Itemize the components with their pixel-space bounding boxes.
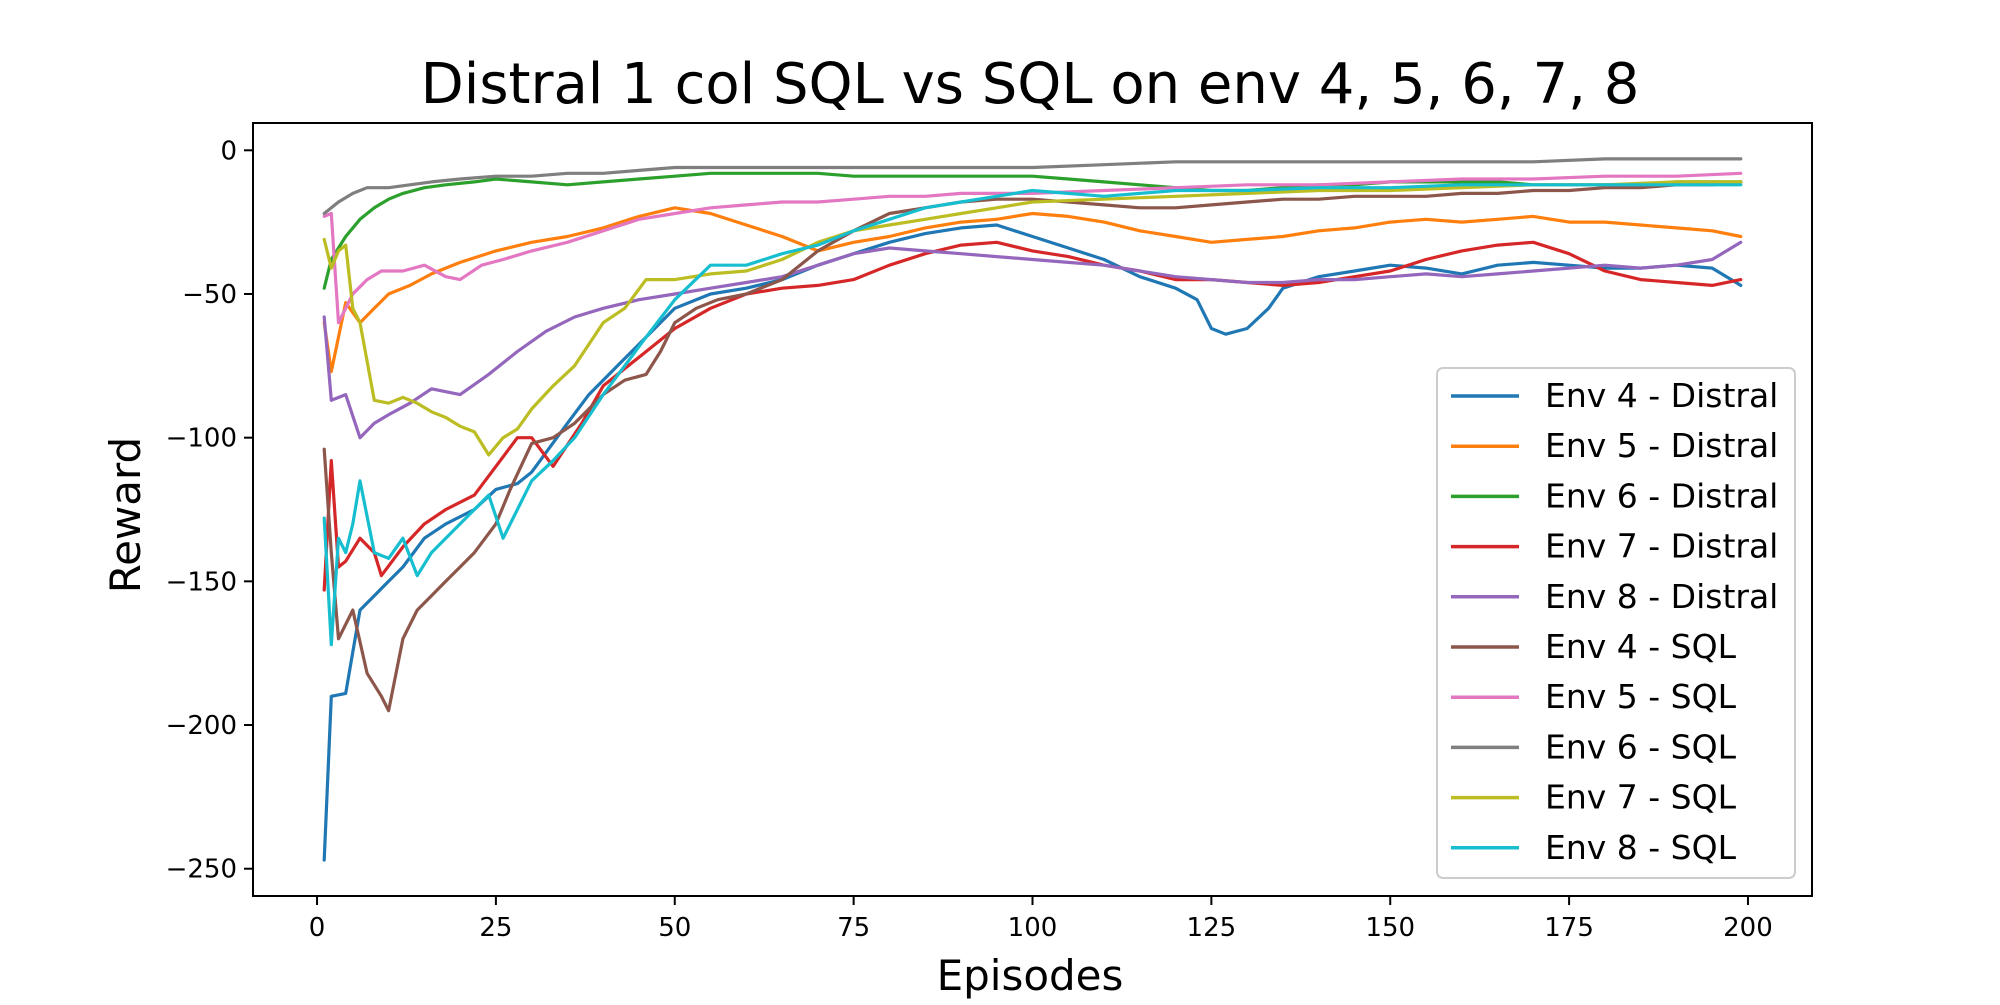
series-line-env-4-distral [322,223,1743,862]
series-line-env-6-distral [322,171,1743,290]
series-line-env-8-distral [322,240,1743,440]
x-tick-label: 25 [479,913,512,943]
x-tick-label: 0 [309,913,326,943]
x-axis-label: Episodes [937,951,1124,1000]
y-tick-label: −100 [166,424,237,454]
y-tick-label: −50 [182,280,237,310]
legend-label-env-8-distral: Env 8 - Distral [1545,577,1778,616]
series-line-env-7-sql [322,180,1743,457]
legend-label-env-4-distral: Env 4 - Distral [1545,376,1778,415]
series-line-env-6-sql [322,157,1743,216]
legend-label-env-7-sql: Env 7 - SQL [1545,778,1737,817]
legend-label-env-7-distral: Env 7 - Distral [1545,527,1778,566]
legend-label-env-6-distral: Env 6 - Distral [1545,476,1778,515]
series-line-env-4-sql [322,180,1743,713]
series-line-env-5-distral [322,206,1743,374]
chart-title: Distral 1 col SQL vs SQL on env 4, 5, 6,… [421,52,1640,117]
legend-box [1436,367,1796,879]
axis-layer: 0 25 50 75 100 125 150 175 200 0 −50 −100 −150 −200 −2… [166,136,1773,943]
legend-label-env-5-sql: Env 5 - SQL [1545,677,1737,716]
y-tick-label: 0 [220,136,237,166]
y-tick-label: −150 [166,567,237,597]
y-tick-label: −250 [166,855,237,885]
series-line-env-7-distral [322,240,1743,592]
x-tick-label: 75 [837,913,870,943]
x-tick-label: 150 [1365,913,1415,943]
series-layer [322,157,1743,862]
y-tick-label: −200 [166,711,237,741]
y-axis-label: Reward [101,437,150,593]
legend: Env 4 - Distral Env 5 - Distral Env 6 - Di… [1436,367,1796,879]
series-line-env-8-sql [322,183,1743,647]
x-tick-label: 100 [1008,913,1058,943]
series-line-env-5-sql [322,171,1743,325]
x-tick-label: 200 [1723,913,1773,943]
legend-label-env-4-sql: Env 4 - SQL [1545,627,1737,666]
legend-label-env-6-sql: Env 6 - SQL [1545,727,1737,766]
x-tick-label: 175 [1544,913,1594,943]
x-tick-label: 125 [1187,913,1237,943]
legend-label-env-8-sql: Env 8 - SQL [1545,828,1737,867]
legend-label-env-5-distral: Env 5 - Distral [1545,426,1778,465]
x-tick-label: 50 [658,913,691,943]
